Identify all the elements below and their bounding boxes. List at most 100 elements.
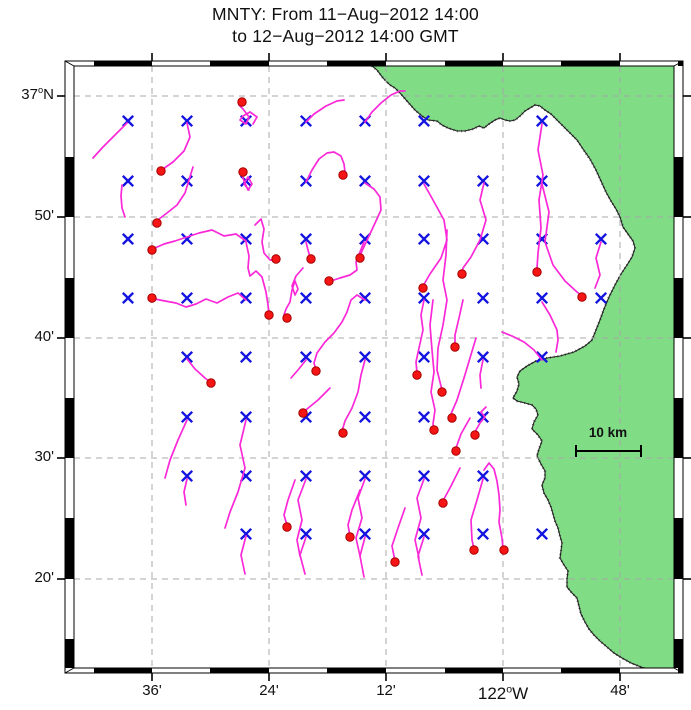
grid-x-marker — [417, 527, 431, 541]
frame-inner — [73, 65, 675, 669]
frame-outer — [64, 60, 684, 674]
frame-band-bottom — [678, 668, 683, 673]
trajectory-line — [483, 462, 504, 550]
frame-band-bottom — [445, 668, 503, 673]
grid-x-marker — [417, 232, 431, 246]
trajectory-line — [296, 478, 307, 557]
trajectory-line — [283, 479, 296, 526]
grid-x-marker — [476, 350, 490, 364]
trajectory-line — [240, 535, 247, 575]
trajectory-line — [479, 359, 484, 389]
trajectory-line — [254, 218, 277, 261]
trajectory-line — [541, 301, 559, 353]
trajectory-line — [302, 387, 331, 414]
trajectory-line — [442, 467, 461, 503]
lon-tick-label: 12' — [376, 682, 396, 699]
endpoint-dot — [469, 545, 479, 555]
frame-band-right — [674, 518, 683, 579]
grid-x-marker — [358, 350, 372, 364]
frame-band-top — [327, 61, 386, 66]
trajectory-line — [470, 478, 484, 550]
lon-tick-label: 48' — [610, 682, 630, 699]
endpoint-dot — [437, 387, 447, 397]
grid-x-marker — [239, 527, 253, 541]
trajectory-line — [120, 184, 126, 218]
grid-x-marker — [180, 350, 194, 364]
trajectory-line — [454, 299, 464, 347]
grid-x-marker — [299, 350, 313, 364]
endpoint-dot — [355, 253, 365, 263]
endpoint-dot — [156, 166, 166, 176]
grid-x-marker — [299, 527, 313, 541]
grid-x-marker — [535, 291, 549, 305]
endpoint-dot — [470, 430, 480, 440]
frame-band-top — [678, 61, 683, 66]
land-layer — [371, 66, 674, 668]
endpoint-dot — [412, 370, 422, 380]
trajectory-line — [162, 122, 191, 170]
grid-x-marker — [180, 291, 194, 305]
grid-x-marker — [121, 291, 135, 305]
grid-x-marker — [476, 469, 490, 483]
trajectory-line — [359, 536, 366, 578]
lat-tick-label: 30' — [34, 448, 54, 465]
grid-x-marker — [535, 527, 549, 541]
trajectory-line — [183, 478, 188, 506]
trajectory-line — [417, 536, 425, 576]
frame-band-top — [561, 61, 620, 66]
trajectory-line — [290, 359, 307, 379]
endpoint-dot — [457, 269, 467, 279]
endpoint-dot — [418, 283, 428, 293]
grid-x-marker — [299, 232, 313, 246]
grid-x-marker — [358, 469, 372, 483]
grid-x-marker — [476, 291, 490, 305]
trajectory-line — [299, 536, 307, 575]
frame-band-top — [445, 61, 503, 66]
trajectory-line — [164, 419, 188, 479]
trajectory-line — [305, 99, 345, 123]
endpoint-dot — [282, 522, 292, 532]
endpoint-dot — [451, 446, 461, 456]
trajectory-line — [283, 267, 304, 319]
trajectory-layer — [92, 90, 602, 578]
lat-tick-label: 20' — [34, 569, 54, 586]
frame-band-right — [674, 278, 683, 338]
trajectory-line — [355, 478, 366, 557]
trajectory-line — [313, 294, 366, 371]
grid-x-marker — [180, 410, 194, 424]
endpoint-dot — [306, 254, 316, 264]
lon-tick-label: 122oW — [477, 683, 529, 703]
grid-x-marker — [299, 291, 313, 305]
frame-band-bottom — [210, 668, 269, 673]
grid-x-marker — [476, 410, 490, 424]
endpoint-dot — [429, 425, 439, 435]
trajectory-line — [415, 299, 425, 374]
grid-x-marker — [299, 469, 313, 483]
trajectory-line — [245, 241, 270, 315]
grid-x-marker — [239, 410, 253, 424]
grid-x-marker — [417, 350, 431, 364]
grid-x-marker — [358, 527, 372, 541]
endpoint-dot — [324, 276, 334, 286]
plot-title-line-1: MNTY: From 11−Aug−2012 14:00 — [212, 4, 479, 24]
grid-x-marker — [121, 232, 135, 246]
trajectory-line — [501, 331, 543, 361]
grid-x-marker — [180, 114, 194, 128]
grid-x-marker — [239, 291, 253, 305]
lon-tick-label: 24' — [259, 682, 279, 699]
frame-band-left — [65, 278, 74, 338]
grid-x-marker — [417, 469, 431, 483]
frame-band-left — [65, 518, 74, 579]
frame-band-right — [674, 639, 683, 668]
endpoint-dot — [147, 245, 157, 255]
trajectory-line — [154, 292, 247, 308]
grid-x-marker — [417, 410, 431, 424]
endpoint-dot — [237, 97, 247, 107]
endpoint-dot — [152, 218, 162, 228]
grid-x-marker — [121, 174, 135, 188]
trajectory-line — [536, 123, 544, 269]
plot-title-line-2: to 12−Aug−2012 14:00 GMT — [232, 26, 459, 46]
grid-x-marker — [239, 232, 253, 246]
endpoint-dot — [345, 532, 355, 542]
